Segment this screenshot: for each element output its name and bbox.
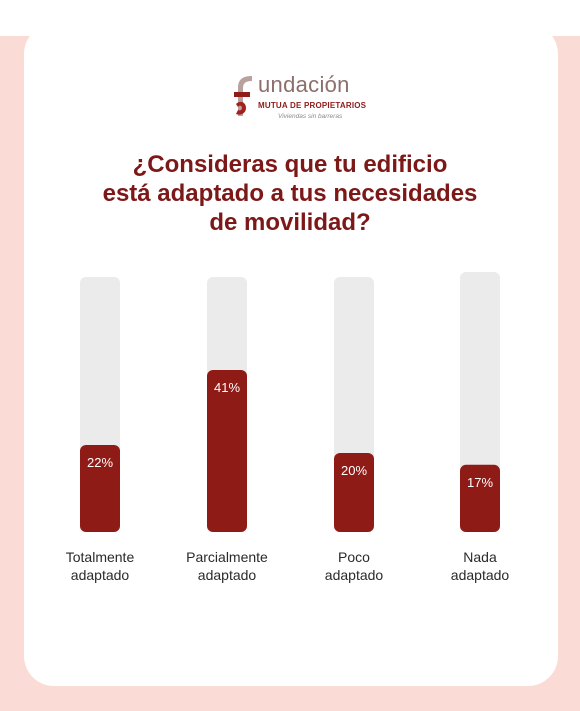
- chart-title-line-1: ¿Consideras que tu edificio: [132, 151, 448, 178]
- bar-value-label: 22%: [87, 455, 113, 470]
- category-label: Parcialmente: [186, 549, 268, 565]
- bar: [207, 369, 247, 532]
- chart-title: ¿Consideras que tu edificio está adaptad…: [40, 150, 540, 237]
- bar-value-label: 17%: [467, 475, 493, 490]
- category-label: adaptado: [325, 567, 384, 583]
- category-label: adaptado: [451, 567, 510, 583]
- logo-f-mark-icon: [234, 76, 252, 116]
- bar: [334, 452, 374, 532]
- logo-subtitle: MUTUA DE PROPIETARIOS: [258, 101, 367, 110]
- fundacion-logo: undación MUTUA DE PROPIETARIOS Viviendas…: [230, 72, 370, 122]
- category-label: Totalmente: [66, 549, 135, 565]
- category-label: adaptado: [71, 567, 130, 583]
- bar: [80, 445, 120, 532]
- bar-value-label: 41%: [214, 380, 240, 395]
- category-label: Poco: [338, 549, 370, 565]
- bar: [460, 464, 500, 532]
- chart-title-line-3: de movilidad?: [209, 209, 371, 236]
- logo-wordmark: undación: [258, 72, 350, 97]
- logo-tagline: Viviendas sin barreras: [278, 113, 343, 120]
- chart-title-line-2: está adaptado a tus necesidades: [102, 180, 478, 207]
- category-label: Nada: [463, 549, 497, 565]
- category-label: adaptado: [198, 567, 257, 583]
- bar-value-label: 20%: [341, 463, 367, 478]
